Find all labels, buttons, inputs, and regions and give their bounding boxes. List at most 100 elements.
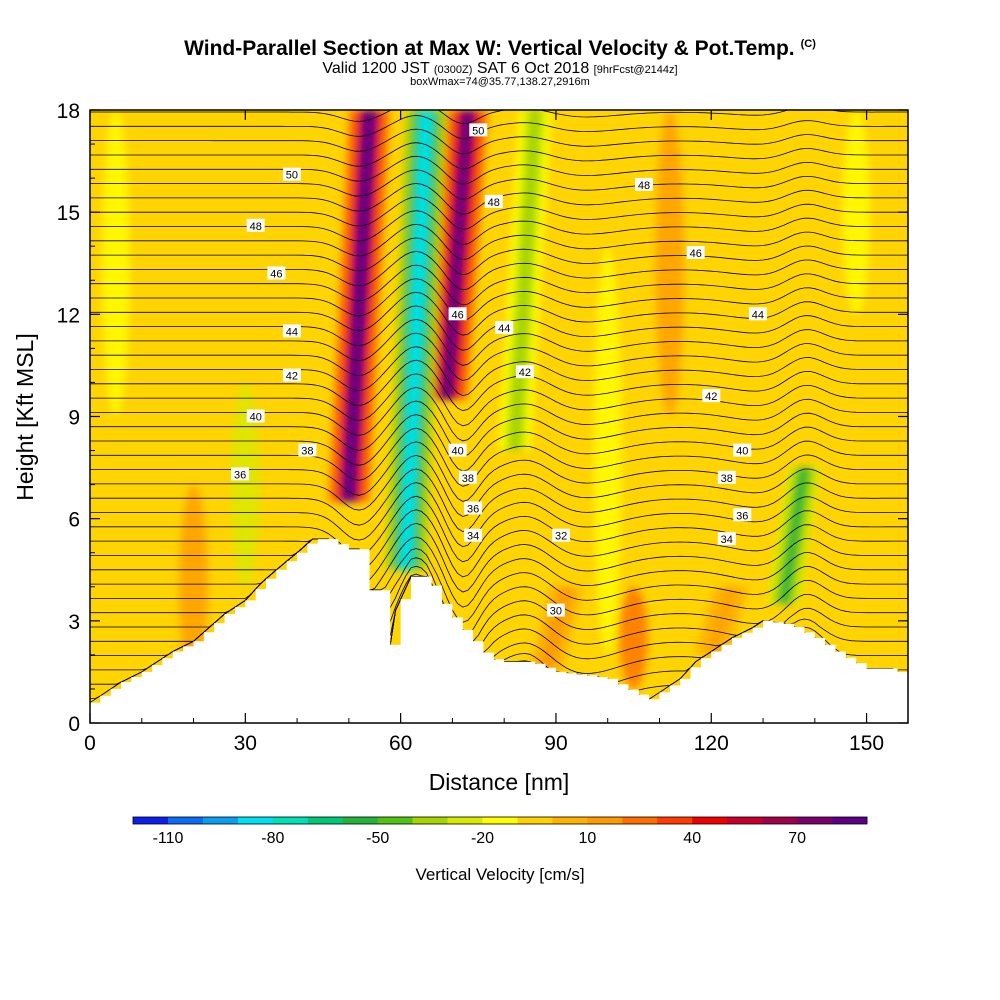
colorbar-swatch xyxy=(133,817,169,824)
contour-label: 46 xyxy=(448,307,467,321)
contour-label: 48 xyxy=(246,218,265,233)
contour-label-box xyxy=(546,603,565,617)
contour-label-text: 40 xyxy=(451,446,463,458)
contour-label: 42 xyxy=(282,368,301,383)
theta-contour xyxy=(90,237,908,276)
contour-label: 38 xyxy=(717,470,736,485)
colorbar-swatch xyxy=(552,817,588,824)
contour-label-box xyxy=(246,218,265,232)
contour-label-text: 48 xyxy=(638,180,650,192)
contour-label: 46 xyxy=(686,246,705,260)
colorbar-frame xyxy=(132,816,868,825)
colorbar-swatch xyxy=(447,817,483,824)
theta-contour xyxy=(90,128,908,155)
colorbar-label: 40 xyxy=(683,830,701,847)
forecast-info: [9hrFcst@2144z] xyxy=(593,64,678,76)
theta-contour xyxy=(90,373,908,427)
y-tick-label: 0 xyxy=(68,713,80,736)
theta-contour xyxy=(90,88,908,110)
contour-label-text: 30 xyxy=(550,606,562,618)
colorbar-swatch xyxy=(202,817,239,824)
contour-label-box xyxy=(464,528,483,542)
colorbar-label: -110 xyxy=(153,830,184,847)
contour-label: 46 xyxy=(267,266,286,281)
terrain-mask xyxy=(90,539,908,723)
contour-label-text: 32 xyxy=(555,531,567,543)
y-tick-label: 12 xyxy=(57,304,80,327)
contour-label-box xyxy=(267,266,286,280)
x-tick-label: 150 xyxy=(849,732,884,755)
chart-title: Wind-Parallel Section at Max W: Vertical… xyxy=(0,37,1000,61)
theta-contour xyxy=(90,509,908,578)
contour-label-text: 44 xyxy=(752,309,764,321)
contour-label-box xyxy=(748,307,767,321)
y-tick-label: 9 xyxy=(68,407,80,430)
contour-label-box xyxy=(733,508,752,522)
contour-label-text: 42 xyxy=(519,367,531,379)
contour-label-text: 38 xyxy=(462,473,474,485)
contour-label: 44 xyxy=(282,324,301,338)
colorbar-swatch xyxy=(377,817,413,824)
weak-band xyxy=(231,382,260,587)
theta-contour xyxy=(90,169,908,200)
downdraft-core xyxy=(401,110,431,570)
theta-contour xyxy=(90,359,908,412)
weak-band xyxy=(179,484,208,689)
contour-label-text: 48 xyxy=(488,197,500,209)
colorbar-swatch xyxy=(762,817,798,824)
contour-label: 40 xyxy=(733,443,752,458)
contour-label-text: 38 xyxy=(721,473,733,485)
terrain xyxy=(90,539,908,723)
valid-prefix: Valid 1200 JST xyxy=(322,60,430,77)
colorbar-label: -20 xyxy=(471,830,494,847)
contour-label-box xyxy=(458,470,477,484)
theta-contour xyxy=(90,538,908,623)
contour-label-text: 34 xyxy=(467,531,479,543)
contour-label-text: 36 xyxy=(234,469,246,481)
theta-contour xyxy=(90,538,908,637)
x-axis-title: Distance [nm] xyxy=(429,769,570,795)
colorbar-swatch xyxy=(797,817,833,824)
contour-label-box xyxy=(282,368,301,382)
y-tick-label: 15 xyxy=(57,202,80,225)
theta-contour xyxy=(90,427,908,487)
contour-label: 34 xyxy=(464,528,483,543)
theta-contour xyxy=(90,115,908,140)
contour-label-box xyxy=(469,123,488,137)
theta-contour xyxy=(90,454,908,517)
contour-label-box xyxy=(717,470,736,484)
theta-contour xyxy=(90,468,908,533)
y-axis-title: Height [Kft MSL] xyxy=(12,333,38,500)
contour-label-box xyxy=(686,246,705,259)
valid-zulu: (0300Z) xyxy=(433,64,473,76)
theta-contour xyxy=(90,223,908,261)
theta-contour xyxy=(90,414,908,472)
contour-label-box xyxy=(282,324,301,338)
contour-label-box xyxy=(717,532,736,546)
colorbar: -110 -80 -50 -20 10 40 70 xyxy=(132,816,868,847)
contour-label-text: 50 xyxy=(286,170,298,182)
contour-label: 40 xyxy=(448,443,467,458)
contour-label: 38 xyxy=(458,470,477,485)
colorbar-swatch xyxy=(307,817,344,824)
colorbar-swatch xyxy=(692,817,728,824)
x-tick-label: 60 xyxy=(389,732,412,755)
theta-contour xyxy=(90,482,908,548)
contour-label-text: 48 xyxy=(250,221,262,233)
theta-contour xyxy=(90,538,908,642)
x-tick-label: 0 xyxy=(84,732,96,755)
contour-label: 48 xyxy=(484,194,503,209)
colorbar-label: -50 xyxy=(366,830,389,847)
theta-contour xyxy=(90,346,908,397)
contour-label-text: 44 xyxy=(286,326,298,338)
colorbar-label: 10 xyxy=(579,830,597,847)
theta-contour xyxy=(90,251,908,291)
contour-label: 36 xyxy=(464,501,483,516)
contour-label-box xyxy=(484,194,503,208)
contour-label-box xyxy=(231,467,250,481)
contour-label: 48 xyxy=(635,177,653,192)
colorbar-label: 70 xyxy=(788,830,806,847)
box-info: boxWmax=74@35.77,138.27,2916m xyxy=(410,76,590,88)
contour-label-text: 36 xyxy=(467,504,479,516)
